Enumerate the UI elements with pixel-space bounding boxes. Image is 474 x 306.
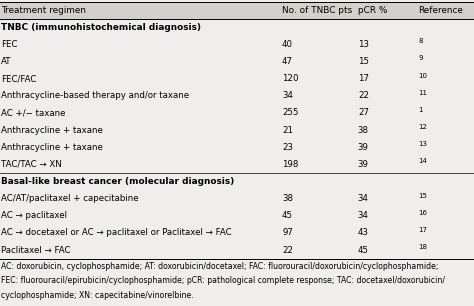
- Text: 255: 255: [282, 108, 299, 118]
- Text: 15: 15: [358, 57, 369, 66]
- Text: 22: 22: [282, 245, 293, 255]
- Text: Basal-like breast cancer (molecular diagnosis): Basal-like breast cancer (molecular diag…: [1, 177, 235, 186]
- Text: 18: 18: [419, 244, 428, 250]
- Text: cyclophosphamide; XN: capecitabine/vinorelbine.: cyclophosphamide; XN: capecitabine/vinor…: [1, 291, 194, 300]
- Text: FEC: fluorouracil/epirubicin/cyclophosphamide; pCR: pathological complete respon: FEC: fluorouracil/epirubicin/cyclophosph…: [1, 276, 446, 285]
- Text: 10: 10: [419, 73, 428, 79]
- Text: TAC/TAC → XN: TAC/TAC → XN: [1, 160, 62, 169]
- Text: 97: 97: [282, 228, 293, 237]
- Text: 38: 38: [358, 125, 369, 135]
- Text: 21: 21: [282, 125, 293, 135]
- Text: 13: 13: [358, 40, 369, 49]
- Text: AC: doxorubicin, cyclophosphamide; AT: doxorubicin/docetaxel; FAC: fluorouracil/: AC: doxorubicin, cyclophosphamide; AT: d…: [1, 262, 439, 271]
- Text: AC → docetaxel or AC → paclitaxel or Paclitaxel → FAC: AC → docetaxel or AC → paclitaxel or Pac…: [1, 228, 232, 237]
- Text: 43: 43: [358, 228, 369, 237]
- Text: Anthracycline-based therapy and/or taxane: Anthracycline-based therapy and/or taxan…: [1, 91, 190, 100]
- Text: 16: 16: [419, 210, 428, 216]
- Text: TNBC (immunohistochemical diagnosis): TNBC (immunohistochemical diagnosis): [1, 23, 201, 32]
- Text: Anthracycline + taxane: Anthracycline + taxane: [1, 125, 103, 135]
- Text: AC/AT/paclitaxel + capecitabine: AC/AT/paclitaxel + capecitabine: [1, 194, 139, 203]
- Text: 9: 9: [419, 55, 423, 62]
- Text: 23: 23: [282, 143, 293, 152]
- Text: 45: 45: [282, 211, 293, 220]
- Text: AC → paclitaxel: AC → paclitaxel: [1, 211, 67, 220]
- Text: 34: 34: [358, 194, 369, 203]
- Text: 47: 47: [282, 57, 293, 66]
- Text: 17: 17: [419, 227, 428, 233]
- Text: 12: 12: [419, 124, 428, 130]
- Text: 34: 34: [358, 211, 369, 220]
- Text: 15: 15: [419, 192, 428, 199]
- Text: 22: 22: [358, 91, 369, 100]
- Text: AT: AT: [1, 57, 12, 66]
- Text: 27: 27: [358, 108, 369, 118]
- Text: 38: 38: [282, 194, 293, 203]
- Text: Paclitaxel → FAC: Paclitaxel → FAC: [1, 245, 71, 255]
- Text: 8: 8: [419, 38, 423, 44]
- Text: 198: 198: [282, 160, 299, 169]
- Text: Treatment regimen: Treatment regimen: [1, 6, 86, 15]
- Text: 40: 40: [282, 40, 293, 49]
- Bar: [0, 2, 474, 19]
- Text: 45: 45: [358, 245, 369, 255]
- Text: FEC: FEC: [1, 40, 18, 49]
- Text: Anthracycline + taxane: Anthracycline + taxane: [1, 143, 103, 152]
- Text: AC +/− taxane: AC +/− taxane: [1, 108, 66, 118]
- Text: No. of TNBC pts: No. of TNBC pts: [282, 6, 352, 15]
- Text: 39: 39: [358, 160, 369, 169]
- Text: 13: 13: [419, 141, 428, 147]
- Text: 39: 39: [358, 143, 369, 152]
- Text: FEC/FAC: FEC/FAC: [1, 74, 37, 83]
- Text: 120: 120: [282, 74, 299, 83]
- Text: 11: 11: [419, 90, 428, 96]
- Text: 34: 34: [282, 91, 293, 100]
- Text: 17: 17: [358, 74, 369, 83]
- Text: Reference: Reference: [419, 6, 464, 15]
- Text: pCR %: pCR %: [358, 6, 387, 15]
- Text: 1: 1: [419, 107, 423, 113]
- Text: 14: 14: [419, 158, 428, 164]
